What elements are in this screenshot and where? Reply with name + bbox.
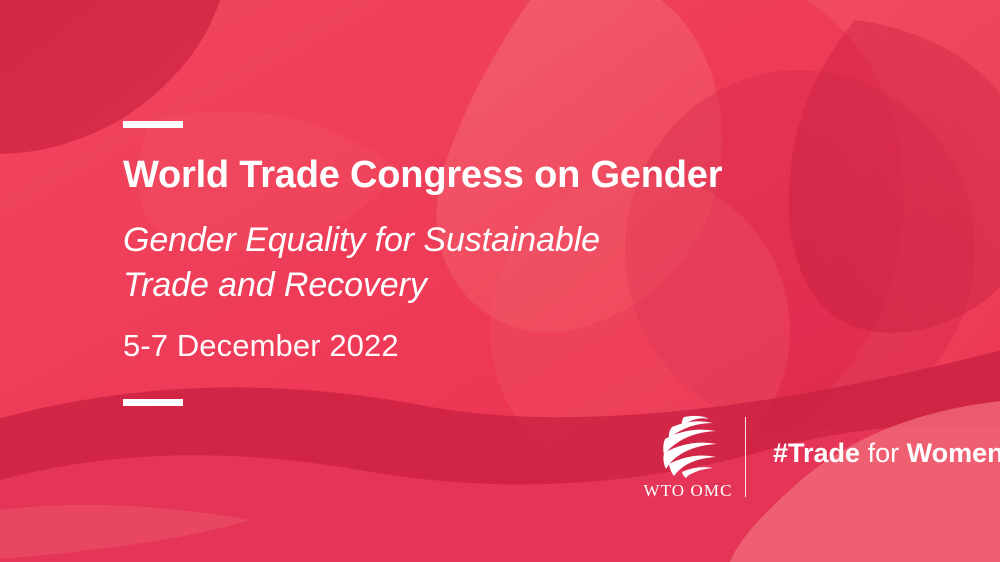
- rule-top: [123, 121, 183, 128]
- wto-logo: WTO OMC: [643, 412, 733, 501]
- logo-divider: [745, 416, 746, 497]
- slogan-hashtag: #Trade: [773, 438, 861, 468]
- page-subtitle: Gender Equality for Sustainable Trade an…: [123, 218, 600, 308]
- subtitle-line-2: Trade and Recovery: [123, 266, 427, 305]
- wto-wordmark: WTO OMC: [643, 481, 733, 500]
- campaign-slogan: #Trade for Women: [773, 440, 1000, 467]
- wto-globe-icon: [663, 415, 717, 478]
- logo-lockup: WTO OMC #Trade for Women: [643, 412, 1000, 501]
- slogan-for: for: [860, 438, 907, 468]
- event-date: 5-7 December 2022: [123, 328, 399, 363]
- slogan-women: Women: [906, 438, 1000, 468]
- rule-bottom: [123, 399, 183, 406]
- subtitle-line-1: Gender Equality for Sustainable: [123, 221, 600, 259]
- page-title: World Trade Congress on Gender: [123, 154, 723, 196]
